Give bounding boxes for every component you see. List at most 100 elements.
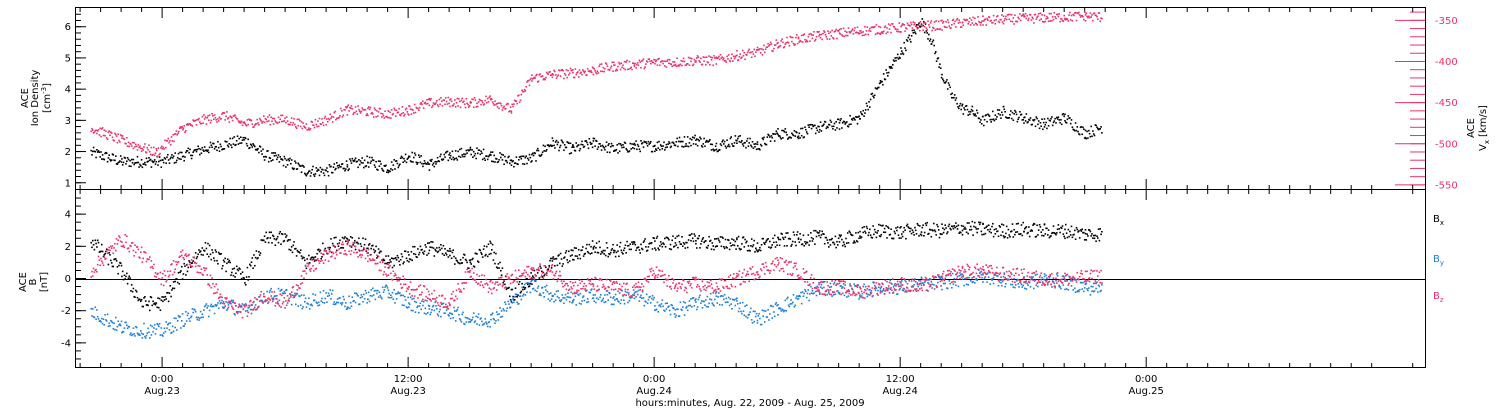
vx-point [301,127,304,130]
ion-density-point [240,136,242,138]
bx-point [367,252,369,254]
vx-point [664,65,666,67]
bx-point [120,264,123,267]
bx-point [135,289,137,292]
bx-point [596,251,599,254]
vx-point [989,20,992,22]
by-point [205,303,208,305]
vx-point [783,45,786,48]
bx-point [759,249,762,252]
bx-point [440,244,442,246]
vx-point [907,24,910,26]
bx-point [831,237,833,240]
bx-point [201,247,204,249]
bx-point [396,254,399,257]
ion-density-point [291,167,294,169]
ion-density-point [99,156,101,158]
ion-density-point [595,139,597,142]
ion-density-point [449,154,452,157]
by-point [141,337,144,339]
ion-density-point [162,161,165,164]
bx-point [1002,235,1005,237]
by-point [437,314,440,317]
bx-point [481,256,484,258]
by-point [427,304,430,307]
bx-point [487,243,490,245]
bx-point [844,245,846,248]
bx-point [655,249,657,251]
vx-point [491,101,494,103]
vx-point [1033,22,1035,24]
ion-density-point [861,113,864,116]
ion-density-point [369,162,372,164]
bx-point [628,248,631,251]
vx-point [599,63,601,66]
bx-point [514,287,517,289]
bx-point [509,299,512,301]
ion-density-point [988,115,991,117]
ion-density-point [165,162,167,164]
ion-density-point [535,160,537,162]
vx-point [944,26,946,28]
ion-density-point [187,147,190,150]
vx-point [736,54,738,57]
by-point [152,330,154,333]
bx-point [893,230,896,233]
by-point [132,327,135,329]
bx-point [289,239,291,241]
vx-point [724,60,727,62]
bx-point [923,231,926,234]
ion-density-point [503,163,505,166]
by-point [522,295,524,297]
by-point [260,291,263,293]
ion-density-point [465,149,468,152]
bx-point [773,234,776,237]
vx-point [867,33,869,36]
vx-point [859,32,861,34]
vx-point [866,26,869,28]
vx-point [621,66,623,69]
ion-density-point [632,143,635,146]
ion-density-point [592,140,595,142]
bx-point [874,231,877,233]
by-point [353,300,355,302]
bx-point [1100,233,1102,236]
ion-density-point [668,141,670,143]
bx-point [110,262,113,264]
vx-point [497,102,500,104]
vx-point [522,90,524,93]
vx-point [1082,16,1084,18]
bx-point [387,255,390,257]
vx-point [294,123,296,126]
vx-point [481,101,484,104]
bx-point [723,246,725,248]
by-point [520,298,523,301]
vx-point [1069,11,1071,14]
by-point [204,304,207,307]
by-point [419,302,422,305]
vx-point [835,28,837,31]
ion-density-point [92,146,95,149]
bx-point [796,231,799,233]
vx-point [300,121,303,123]
by-point [290,294,292,296]
vx-point [406,111,409,113]
ion-density-point [935,60,938,62]
by-point [183,325,185,327]
bx-point [646,249,649,252]
ion-density-point [346,164,349,166]
vx-point [128,145,131,148]
vx-point [285,121,287,124]
ion-density-point [184,156,186,158]
bx-point [511,288,514,291]
by-point [489,326,491,328]
bx-point [148,300,150,303]
vx-point [1079,16,1082,18]
ion-density-point [587,147,590,150]
ion-density-point [565,146,568,149]
vx-point [632,62,635,65]
vx-point [462,101,464,103]
vx-point [454,99,456,101]
vx-point [671,65,673,68]
bx-point [733,244,736,247]
